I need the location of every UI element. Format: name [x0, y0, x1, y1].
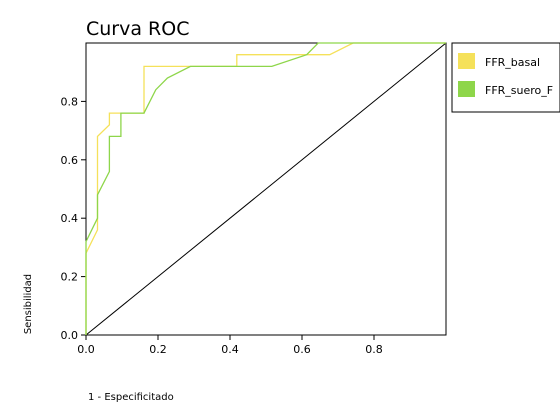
y-axis-label: Sensibilidad	[23, 274, 34, 334]
legend: FFR_basal FFR_suero_F	[451, 42, 560, 113]
y-tick-label: 0.6	[61, 154, 79, 167]
legend-label-1: FFR_basal	[485, 56, 540, 69]
x-axis-label: 1 - Especificitado	[88, 392, 174, 403]
y-tick-label: 0.8	[61, 95, 79, 108]
y-tick-label: 0.0	[61, 329, 79, 342]
legend-label-2: FFR_suero_F	[485, 84, 553, 97]
reference-diagonal-line	[85, 42, 447, 336]
y-tick-label: 0.2	[61, 271, 79, 284]
series-layer	[85, 42, 447, 336]
chart-title: Curva ROC	[86, 18, 189, 40]
y-tick-label: 0.4	[61, 212, 79, 225]
y-axis: 0.0 0.2 0.4 0.6 0.8	[61, 95, 86, 342]
legend-swatch-1	[458, 53, 475, 69]
series-line-2	[85, 42, 446, 335]
x-tick-label: 0.2	[149, 343, 167, 356]
legend-swatch-2	[458, 81, 475, 97]
x-tick-label: 0.8	[365, 343, 383, 356]
x-tick-label: 0.6	[293, 343, 311, 356]
x-axis: 0.0 0.2 0.4 0.6 0.8	[77, 335, 383, 356]
x-tick-label: 0.0	[77, 343, 95, 356]
x-tick-label: 0.4	[221, 343, 239, 356]
